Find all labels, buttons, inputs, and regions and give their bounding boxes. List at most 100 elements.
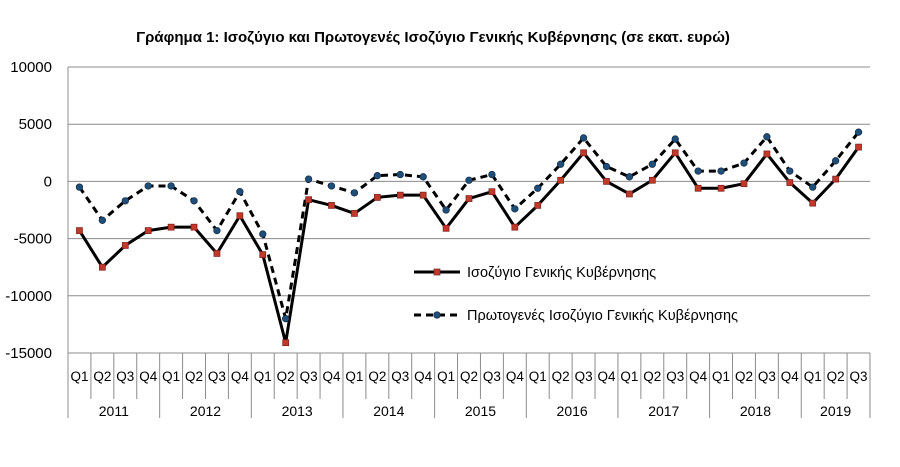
legend: Ισοζύγιο Γενικής Κυβέρνησης Πρωτογενές Ι… bbox=[414, 265, 738, 324]
x-tick-label-quarter: Q4 bbox=[414, 369, 433, 384]
data-point-balance bbox=[465, 195, 473, 202]
y-tick-label-0: 0 bbox=[44, 173, 52, 190]
data-point-primary-balance bbox=[648, 160, 656, 168]
year-label-2019: 2019 bbox=[820, 403, 851, 419]
year-label-2015: 2015 bbox=[465, 403, 496, 419]
x-tick-label-quarter: Q4 bbox=[597, 369, 616, 384]
data-point-primary-balance bbox=[373, 172, 381, 180]
data-point-balance bbox=[511, 223, 519, 231]
data-point-balance bbox=[809, 199, 817, 207]
data-point-balance bbox=[328, 202, 335, 209]
data-point-primary-balance bbox=[854, 128, 863, 136]
year-label-2016: 2016 bbox=[557, 403, 588, 419]
data-point-balance bbox=[694, 184, 702, 192]
data-point-balance bbox=[167, 223, 175, 231]
x-tick-label-quarter: Q2 bbox=[552, 369, 570, 384]
x-tick-label-quarter: Q1 bbox=[345, 369, 363, 384]
x-tick-label-quarter: Q1 bbox=[437, 369, 455, 384]
x-tick-label-quarter: Q3 bbox=[666, 369, 684, 384]
x-tick-label-quarter: Q2 bbox=[735, 369, 753, 384]
data-point-primary-balance bbox=[557, 160, 565, 168]
data-point-primary-balance bbox=[488, 170, 496, 179]
y-tick-label-10000: 10000 bbox=[10, 59, 52, 76]
data-point-balance bbox=[419, 191, 427, 199]
data-point-balance bbox=[626, 190, 633, 198]
x-tick-label-quarter: Q3 bbox=[483, 369, 501, 384]
year-label-2013: 2013 bbox=[282, 403, 313, 419]
x-tick-label-quarter: Q3 bbox=[575, 369, 593, 384]
x-tick-label-quarter: Q4 bbox=[139, 369, 158, 384]
data-point-balance bbox=[99, 263, 106, 271]
year-label-2014: 2014 bbox=[373, 403, 404, 419]
data-point-primary-balance bbox=[602, 162, 611, 171]
data-point-balance bbox=[557, 176, 565, 184]
data-point-balance bbox=[488, 188, 496, 196]
data-point-balance bbox=[259, 251, 267, 258]
data-point-balance bbox=[832, 175, 839, 183]
data-point-balance bbox=[236, 212, 244, 220]
data-point-balance bbox=[717, 184, 725, 192]
x-tick-label-quarter: Q3 bbox=[758, 369, 776, 384]
x-tick-label-quarter: Q4 bbox=[689, 369, 708, 384]
x-tick-label-quarter: Q3 bbox=[850, 369, 868, 384]
data-point-primary-balance bbox=[809, 183, 817, 191]
x-tick-label-quarter: Q1 bbox=[620, 369, 638, 384]
data-point-balance bbox=[671, 149, 679, 157]
data-point-balance bbox=[603, 178, 610, 185]
data-point-primary-balance bbox=[190, 197, 198, 205]
data-point-balance bbox=[213, 250, 221, 257]
data-point-balance bbox=[786, 179, 794, 186]
data-point-balance bbox=[190, 223, 198, 231]
data-point-balance bbox=[396, 191, 404, 199]
data-point-balance bbox=[763, 150, 771, 158]
x-tick-label-quarter: Q1 bbox=[254, 369, 272, 384]
data-point-primary-balance bbox=[534, 184, 542, 192]
data-point-balance bbox=[351, 210, 358, 217]
data-point-balance bbox=[373, 194, 381, 201]
data-point-primary-balance bbox=[259, 230, 267, 238]
data-point-primary-balance bbox=[98, 216, 107, 224]
data-point-balance bbox=[305, 196, 312, 204]
legend-label-primary-balance: Πρωτογενές Ισοζύγιο Γενικής Κυβέρνησης bbox=[467, 308, 738, 324]
x-axis: Q1 Q2 Q3 Q4 Q1 Q2 Q3 Q4 Q1 Q2 Q3 Q4 Q1 Q2 Q3 Q4 Q1 Q2 Q3 Q4… bbox=[67, 67, 871, 419]
y-tick-label-5000: 5000 bbox=[19, 116, 52, 133]
data-point-primary-balance bbox=[442, 206, 450, 214]
legend-label-balance: Ισοζύγιο Γενικής Κυβέρνησης bbox=[467, 265, 656, 281]
data-point-primary-balance bbox=[579, 134, 588, 142]
x-tick-label-quarter: Q1 bbox=[804, 369, 822, 384]
data-point-primary-balance bbox=[144, 182, 152, 190]
data-point-primary-balance bbox=[671, 135, 679, 143]
x-tick-label-quarter: Q1 bbox=[162, 369, 180, 384]
x-tick-label-quarter: Q3 bbox=[391, 369, 409, 384]
data-point-balance bbox=[121, 242, 129, 249]
x-tick-label-quarter: Q3 bbox=[116, 369, 134, 384]
legend-marker-balance bbox=[433, 268, 441, 276]
data-point-primary-balance bbox=[717, 167, 725, 175]
x-tick-label-quarter: Q4 bbox=[231, 369, 250, 384]
data-point-balance bbox=[144, 227, 152, 234]
x-tick-label-quarter: Q1 bbox=[529, 369, 547, 384]
data-point-primary-balance bbox=[350, 189, 359, 197]
data-point-primary-balance bbox=[396, 170, 404, 179]
data-point-primary-balance bbox=[740, 159, 748, 167]
x-tick-label-quarter: Q2 bbox=[460, 369, 478, 384]
x-tick-label-quarter: Q3 bbox=[300, 369, 318, 384]
data-point-primary-balance bbox=[694, 167, 702, 175]
data-point-primary-balance bbox=[327, 182, 336, 190]
data-point-balance bbox=[442, 224, 450, 232]
year-label-2011: 2011 bbox=[99, 403, 129, 419]
data-point-balance bbox=[648, 176, 656, 184]
y-tick-label--15000: -15000 bbox=[5, 345, 52, 362]
x-tick-label-quarter: Q2 bbox=[93, 369, 111, 384]
data-point-primary-balance bbox=[121, 197, 129, 205]
series-markers bbox=[75, 128, 863, 347]
year-label-2012: 2012 bbox=[190, 403, 221, 419]
x-tick-label-quarter: Q1 bbox=[712, 369, 730, 384]
data-point-primary-balance bbox=[763, 133, 771, 141]
data-point-balance bbox=[855, 143, 862, 151]
year-label-2017: 2017 bbox=[648, 403, 679, 419]
data-point-primary-balance bbox=[213, 226, 221, 235]
data-point-balance bbox=[580, 149, 587, 157]
data-point-primary-balance bbox=[236, 188, 244, 196]
x-tick-label-quarter: Q1 bbox=[70, 369, 88, 384]
